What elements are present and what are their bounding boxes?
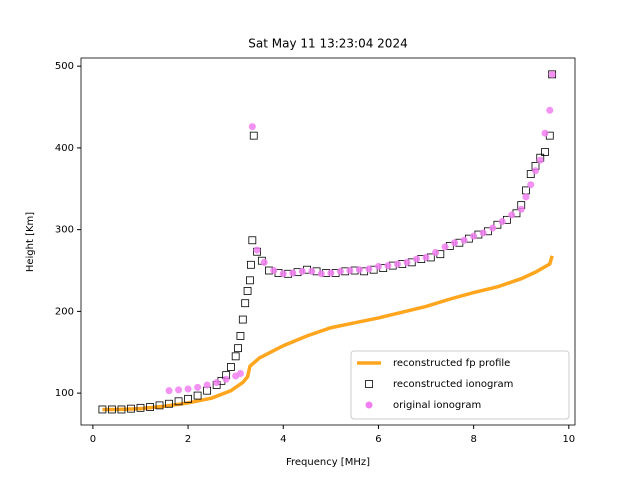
square-marker [117,405,126,414]
circle-marker [279,270,287,278]
circle-marker [541,129,549,137]
circle-marker [517,205,525,213]
circle-marker [222,375,230,383]
plot-frame [80,57,576,426]
circle-marker [270,267,278,275]
x-tick-label: 4 [280,434,286,445]
square-marker [98,405,107,414]
square-marker [127,404,135,413]
circle-marker [355,266,363,274]
circle-marker [384,262,392,270]
legend-square [365,380,373,388]
square-marker [234,344,242,353]
circle-marker [253,246,261,254]
circle-marker [441,243,449,251]
circle-marker [203,381,211,389]
circle-marker [413,255,421,263]
x-tick-label: 8 [470,434,476,445]
square-marker [146,403,154,411]
circle-marker [248,123,256,131]
circle-marker [403,258,411,266]
square-marker [227,363,235,371]
circle-marker [327,269,335,277]
legend-circle [365,401,373,409]
circle-marker [527,181,535,189]
square-marker [155,401,164,410]
circle-marker [365,265,373,273]
circle-marker [194,383,202,391]
square-marker [165,399,173,408]
circle-marker [175,386,183,394]
circle-marker [236,370,244,378]
circle-marker [508,211,516,219]
circle-marker [432,249,440,257]
circle-marker [317,270,325,278]
square-marker [136,403,145,412]
circle-marker [308,267,316,275]
y-tick-label: 200 [55,306,74,317]
square-marker [238,315,247,324]
circle-marker [498,217,506,225]
y-tick-label: 500 [55,61,74,72]
circle-marker [422,253,430,261]
chart-title: Sat May 11 13:23:04 2024 [248,37,407,51]
square-marker [247,260,255,269]
x-tick-label: 2 [185,434,191,445]
legend-label: reconstructed ionogram [393,379,513,390]
circle-marker [536,156,544,164]
circle-marker [479,229,487,237]
circle-marker [393,260,401,268]
square-marker [246,276,254,285]
square-marker [248,236,257,245]
x-tick-label: 10 [562,434,575,445]
circle-marker [346,267,354,275]
y-tick-label: 300 [55,225,74,236]
y-tick-label: 400 [55,143,74,154]
square-marker [174,397,183,406]
circle-marker [184,385,192,393]
square-marker [236,332,245,340]
y-tick-label: 100 [55,388,74,399]
legend-label: original ionogram [393,400,481,411]
circle-marker [548,70,556,78]
x-tick-label: 0 [90,434,96,445]
circle-marker [298,267,306,275]
circle-marker [374,262,382,270]
circle-marker [522,193,530,201]
square-marker [108,405,116,414]
square-marker [522,186,530,195]
square-marker [184,394,192,403]
circle-marker [546,106,554,114]
x-tick-label: 6 [375,434,381,445]
circle-marker [531,167,539,175]
square-marker [243,287,252,295]
square-marker [231,352,240,361]
square-marker [193,391,202,400]
legend-label: reconstructed fp profile [393,358,510,369]
circle-marker [260,258,268,266]
circle-marker [213,378,221,386]
square-marker [493,220,502,229]
circle-marker [460,236,468,244]
square-marker [541,148,549,156]
square-marker [249,131,258,140]
circle-marker [336,267,344,275]
circle-marker [289,269,297,277]
x-axis-label: Frequency [MHz] [286,457,370,468]
square-marker [241,299,250,308]
circle-marker [489,224,497,232]
y-axis-label: Height [Km] [25,212,36,272]
circle-marker [470,232,478,240]
square-marker [526,170,535,178]
profile-line [102,255,554,412]
circle-marker [165,387,173,395]
legend-box [350,350,570,420]
circle-marker [451,239,459,247]
